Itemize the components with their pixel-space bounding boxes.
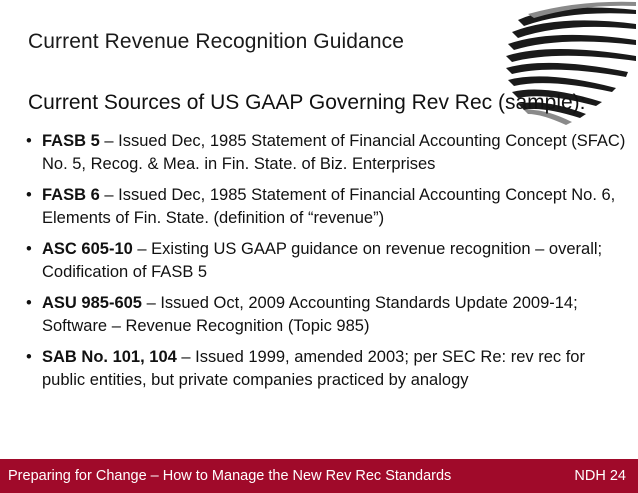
bullet-dot-icon: • <box>26 348 32 366</box>
footer-bar: Preparing for Change – How to Manage the… <box>0 459 638 493</box>
slide-subtitle: Current Sources of US GAAP Governing Rev… <box>28 91 586 114</box>
bullet-item-fasb6: • FASB 6 – Issued Dec, 1985 Statement of… <box>26 184 626 230</box>
bullet-list: • FASB 5 – Issued Dec, 1985 Statement of… <box>26 130 626 400</box>
bullet-item-asc605: • ASC 605-10 – Existing US GAAP guidance… <box>26 238 626 284</box>
bullet-text: – Existing US GAAP guidance on revenue r… <box>42 240 603 281</box>
bullet-dot-icon: • <box>26 240 32 258</box>
bullet-text: – Issued Oct, 2009 Accounting Standards … <box>42 294 578 335</box>
bullet-dot-icon: • <box>26 186 32 204</box>
bullet-text: – Issued Dec, 1985 Statement of Financia… <box>42 186 616 227</box>
bullet-text: – Issued Dec, 1985 Statement of Financia… <box>42 132 626 173</box>
bullet-term: FASB 6 <box>42 186 100 204</box>
bullet-term: SAB No. 101, 104 <box>42 348 177 366</box>
footer-title: Preparing for Change – How to Manage the… <box>8 468 452 484</box>
bullet-term: FASB 5 <box>42 132 100 150</box>
bullet-dot-icon: • <box>26 294 32 312</box>
bullet-term: ASC 605-10 <box>42 240 133 258</box>
slide-title: Current Revenue Recognition Guidance <box>28 30 404 53</box>
bullet-term: ASU 985-605 <box>42 294 142 312</box>
bullet-item-sab: • SAB No. 101, 104 – Issued 1999, amende… <box>26 346 626 392</box>
bullet-item-fasb5: • FASB 5 – Issued Dec, 1985 Statement of… <box>26 130 626 176</box>
bullet-dot-icon: • <box>26 132 32 150</box>
spiral-fan-logo-icon <box>506 1 636 125</box>
footer-page-number: NDH 24 <box>574 468 626 484</box>
bullet-item-asu985: • ASU 985-605 – Issued Oct, 2009 Account… <box>26 292 626 338</box>
bullet-text: – Issued 1999, amended 2003; per SEC Re:… <box>42 348 585 389</box>
